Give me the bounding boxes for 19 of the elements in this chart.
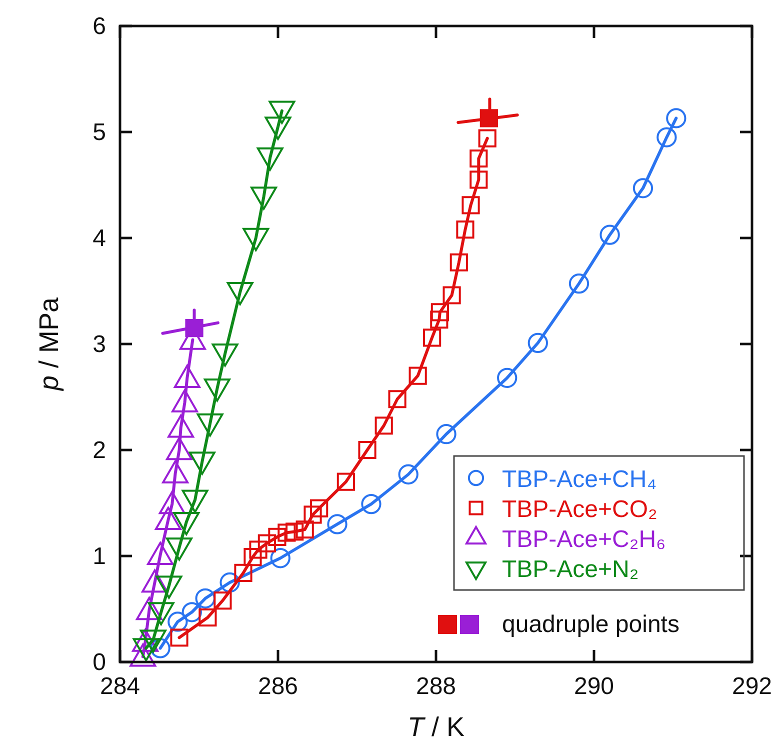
- y-tick-label: 5: [92, 119, 106, 146]
- y-axis-title: p / MPa: [34, 296, 64, 392]
- legend-label: TBP-Ace+C₂H₆: [502, 526, 666, 553]
- x-tick-label: 288: [416, 673, 456, 700]
- x-tick-label: 290: [574, 673, 614, 700]
- legend-label: quadruple points: [502, 611, 680, 638]
- x-tick-label: 286: [258, 673, 298, 700]
- x-tick-label: 292: [732, 673, 772, 700]
- legend-label: TBP-Ace+CH₄: [502, 466, 656, 493]
- y-tick-label: 0: [92, 649, 106, 676]
- y-tick-label: 2: [92, 437, 106, 464]
- y-tick-label: 1: [92, 543, 106, 570]
- y-tick-label: 3: [92, 331, 106, 358]
- x-tick-label: 284: [100, 673, 140, 700]
- y-tick-label: 6: [92, 13, 106, 40]
- legend-label: TBP-Ace+CO₂: [502, 496, 658, 523]
- y-tick-label: 4: [92, 225, 106, 252]
- x-axis-title: T / K: [407, 712, 465, 742]
- legend-label: TBP-Ace+N₂: [502, 556, 639, 583]
